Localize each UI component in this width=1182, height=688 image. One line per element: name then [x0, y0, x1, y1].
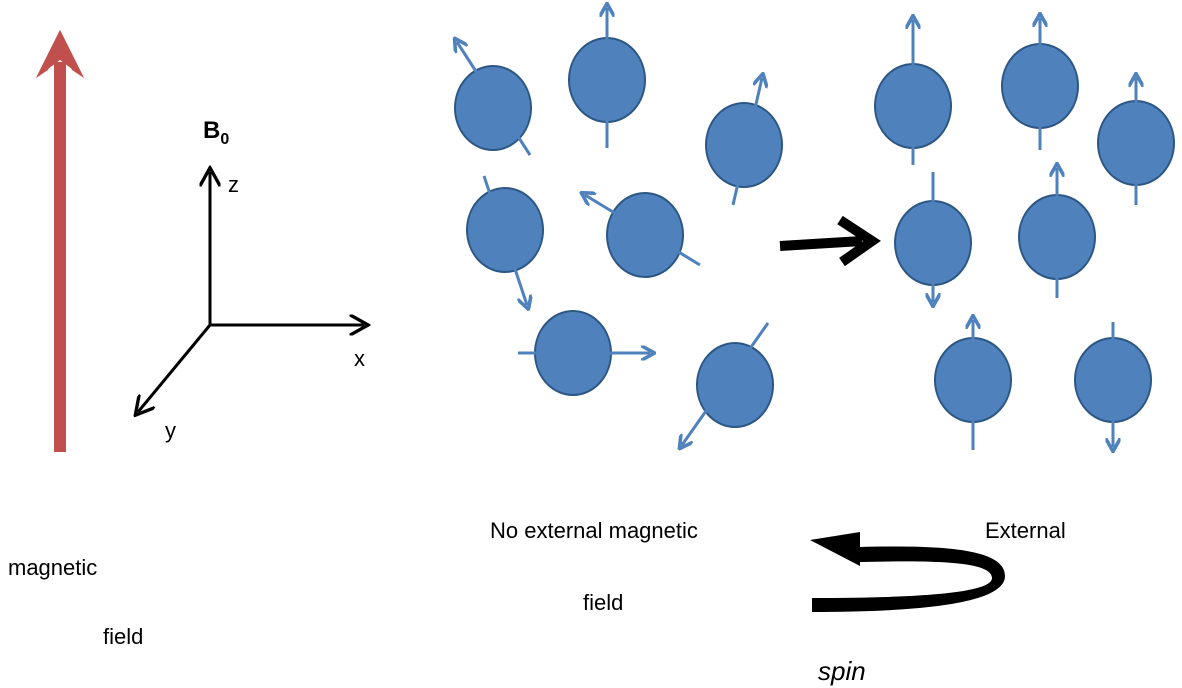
axis-label: z — [228, 172, 239, 197]
spin — [607, 193, 683, 277]
caption: No external magnetic — [490, 518, 698, 543]
axis-label: y — [165, 418, 176, 443]
axes — [138, 172, 364, 412]
caption: spin — [818, 656, 866, 686]
spin — [467, 188, 543, 272]
caption: External — [985, 518, 1066, 543]
caption: field — [583, 590, 623, 615]
transition-arrow — [780, 220, 872, 262]
field-symbol: B0 — [203, 117, 229, 148]
spin — [697, 343, 773, 427]
page: {"field_symbol": {"letter": "B", "subscr… — [0, 0, 1182, 688]
axis-label: x — [354, 346, 365, 371]
field-arrow — [36, 30, 84, 452]
caption: field — [103, 624, 143, 649]
diagram: B0 z x y magnetic field No external magn… — [0, 0, 1182, 688]
spin — [706, 103, 782, 187]
return-arrow — [810, 532, 1005, 612]
caption: magnetic — [8, 555, 97, 580]
spin-group — [455, 8, 1174, 450]
